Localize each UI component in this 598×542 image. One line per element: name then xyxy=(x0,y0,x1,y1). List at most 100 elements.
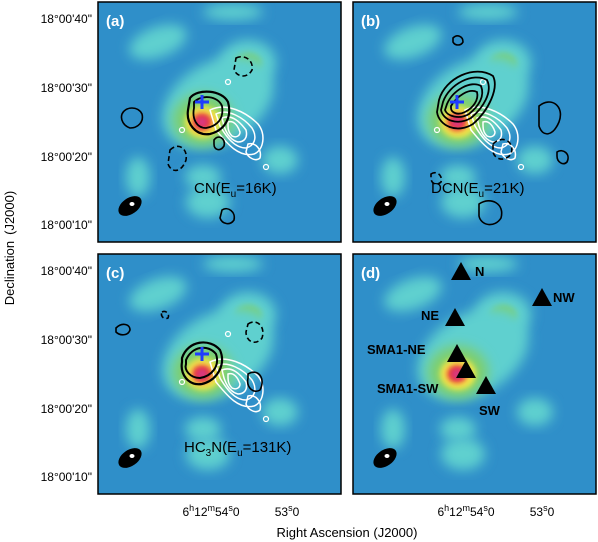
beam-shape xyxy=(129,202,135,206)
contour-line xyxy=(221,116,248,143)
emission-blob xyxy=(203,4,263,20)
contour-line xyxy=(221,368,248,395)
contour-line xyxy=(215,111,256,149)
contour-line xyxy=(245,394,262,413)
line-label: HC3N(Eu=131K) xyxy=(184,439,291,459)
emission-blob xyxy=(458,256,518,272)
emission-blob xyxy=(129,276,187,312)
triangle-marker-icon xyxy=(447,344,467,362)
contour-line xyxy=(492,138,513,160)
emission-blob xyxy=(441,438,485,470)
marker-label: NW xyxy=(553,290,575,305)
contour-line xyxy=(262,415,270,423)
contour-line xyxy=(167,145,188,172)
x-tick-label: 6h12m54s0 xyxy=(182,503,239,519)
contour-line xyxy=(476,116,503,143)
contour-line xyxy=(517,163,525,171)
beam-shape xyxy=(373,196,397,216)
contour-line xyxy=(120,107,144,129)
contour-line xyxy=(213,136,226,151)
contour-line xyxy=(464,106,519,156)
contour-line xyxy=(440,76,490,123)
emission-blob xyxy=(203,256,263,272)
beam-shape xyxy=(129,454,135,458)
contour-line xyxy=(180,341,224,386)
plus-marker-icon xyxy=(195,95,209,109)
panel-frame xyxy=(352,1,597,243)
emission-blob xyxy=(126,157,150,197)
marker-label: NE xyxy=(421,308,439,323)
emission-blob xyxy=(381,409,405,449)
contour-line xyxy=(479,78,487,86)
panel-frame xyxy=(97,1,342,243)
emission-blob xyxy=(384,276,442,312)
y-tick-label: 18°00'30" xyxy=(41,333,92,347)
panel-a: (a) CN(Eu=16K) xyxy=(97,1,342,243)
beam-shape xyxy=(384,454,390,458)
x-axis-title: Right Ascension (J2000) xyxy=(277,525,418,540)
triangle-marker-icon xyxy=(456,360,476,378)
contour-line xyxy=(478,200,503,226)
y-tick-label: 18°00'20" xyxy=(41,402,92,416)
contour-line xyxy=(209,358,264,408)
panel-d: (d) N NE NW SMA1-NE SMA1-SW SW xyxy=(352,253,597,495)
contour-line xyxy=(224,330,232,338)
beam-ellipse xyxy=(373,196,397,216)
y-tick-labels: 18°00'40" 18°00'30" 18°00'20" 18°00'10" … xyxy=(41,12,92,484)
beam-shape xyxy=(384,202,390,206)
x-tick-label: 53s0 xyxy=(530,503,555,519)
emission-blob xyxy=(517,146,553,174)
marker-label: SMA1-NE xyxy=(367,342,426,357)
contour-line xyxy=(262,163,270,171)
y-tick-label: 18°00'40" xyxy=(41,12,92,26)
contour-line xyxy=(178,126,186,134)
emission-blob xyxy=(126,409,150,449)
contour-line xyxy=(227,372,241,390)
contour-line xyxy=(452,35,464,46)
emission-blob xyxy=(517,398,553,426)
contour-line xyxy=(224,78,232,86)
emission-blob xyxy=(185,165,221,189)
beam-ellipse xyxy=(373,448,397,468)
panel-tag: (b) xyxy=(361,13,380,30)
beam-shape xyxy=(118,448,142,468)
emission-blob xyxy=(384,24,442,60)
contour-line xyxy=(160,310,170,320)
contour-line xyxy=(186,90,231,136)
contour-line xyxy=(246,371,263,393)
contour-line xyxy=(115,323,131,336)
contour-line xyxy=(556,149,569,165)
contour-line xyxy=(227,120,241,138)
triangle-marker-icon xyxy=(476,376,496,394)
marker-label: N xyxy=(475,264,484,279)
emission-blob xyxy=(197,117,207,127)
y-axis-title: Declination(J2000) xyxy=(2,191,17,305)
panel-frame xyxy=(352,253,597,495)
contour-line xyxy=(215,363,256,401)
beam-shape xyxy=(118,196,142,216)
contour-line xyxy=(433,126,441,134)
contours-white xyxy=(178,78,270,171)
y-tick-label: 18°00'40" xyxy=(41,264,92,278)
contour-line xyxy=(436,70,496,130)
emission-blob xyxy=(129,24,187,60)
contour-line xyxy=(245,321,264,344)
emission-blob xyxy=(262,146,298,174)
emission-blob xyxy=(186,186,230,218)
contours-black xyxy=(430,35,569,226)
contour-line xyxy=(209,106,264,156)
contour-line xyxy=(482,120,496,138)
x-tick-label: 6h12m54s0 xyxy=(437,503,494,519)
contour-line xyxy=(450,90,479,115)
marker-label: SW xyxy=(479,403,501,418)
plus-marker-icon xyxy=(450,95,464,109)
panel-c: (c) HC3N(Eu=131K) xyxy=(97,253,342,495)
line-label: DCN(Eu=21K) xyxy=(431,180,525,200)
triangle-marker-icon xyxy=(532,288,552,306)
contour-line xyxy=(430,171,443,185)
y-tick-label: 18°00'30" xyxy=(41,81,92,95)
x-tick-labels: 6h12m54s0 53s0 6h12m54s0 53s0 xyxy=(182,503,554,519)
beam-ellipse xyxy=(118,196,142,216)
emission-blob xyxy=(381,157,405,197)
